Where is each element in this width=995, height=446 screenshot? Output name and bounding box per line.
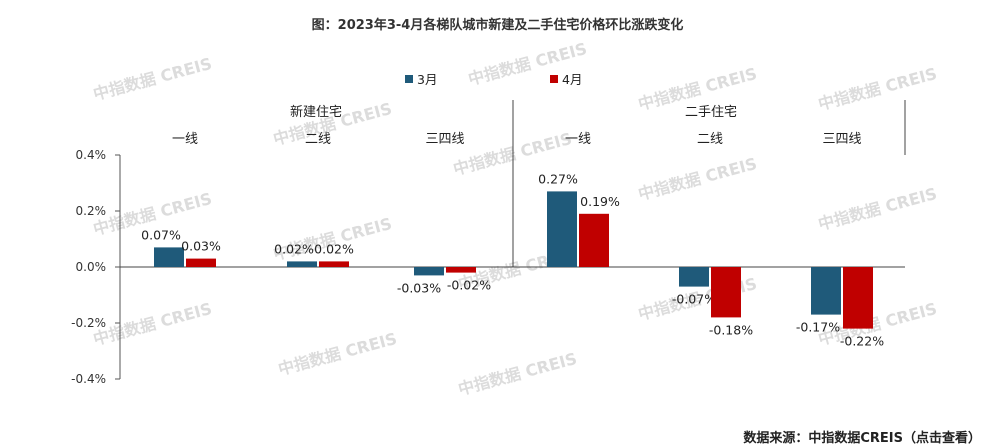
group-label: 新建住宅 <box>290 104 342 120</box>
watermark-text: 中指数据 CREIS <box>816 184 939 234</box>
bar <box>843 267 873 329</box>
watermark-text: 中指数据 CREIS <box>91 299 214 349</box>
watermark-text: 中指数据 CREIS <box>456 349 579 399</box>
data-label: -0.02% <box>447 278 491 293</box>
bar <box>679 267 709 287</box>
legend-label: 4月 <box>562 72 582 87</box>
watermark-text: 中指数据 CREIS <box>91 54 214 104</box>
group-label: 二手住宅 <box>685 105 737 120</box>
category-label: 一线 <box>172 132 198 147</box>
data-label: 0.27% <box>538 171 578 186</box>
data-label: 0.02% <box>274 241 314 256</box>
legend-swatch <box>550 75 558 83</box>
y-tick-label: -0.4% <box>71 372 106 386</box>
data-label: 0.02% <box>314 241 354 256</box>
data-label: 0.19% <box>580 194 620 209</box>
data-source-link[interactable]: 数据来源：中指数据CREIS（点击查看） <box>743 431 981 446</box>
bar <box>711 267 741 318</box>
bar <box>319 261 349 267</box>
bar <box>547 191 577 267</box>
bar <box>446 267 476 273</box>
category-label: 二线 <box>305 132 331 147</box>
y-tick-label: -0.2% <box>71 316 106 330</box>
data-label: -0.03% <box>397 280 441 295</box>
y-tick-label: 0.4% <box>76 148 107 162</box>
category-label: 三四线 <box>822 132 861 147</box>
data-label: 0.07% <box>141 227 181 242</box>
watermark-text: 中指数据 CREIS <box>816 64 939 114</box>
data-label: -0.18% <box>709 322 753 337</box>
legend-swatch <box>405 75 413 83</box>
watermark-text: 中指数据 CREIS <box>276 329 399 379</box>
data-label: 0.03% <box>181 239 221 254</box>
bar <box>811 267 841 315</box>
bar <box>186 258 216 267</box>
legend-label: 3月 <box>417 72 437 87</box>
category-label: 三四线 <box>425 132 464 147</box>
chart-title: 图：2023年3-4月各梯队城市新建及二手住宅价格环比涨跌变化 <box>311 18 684 33</box>
y-tick-label: 0.0% <box>76 260 107 274</box>
data-label: -0.22% <box>840 334 884 349</box>
bar <box>579 213 609 267</box>
data-label: -0.07% <box>672 292 716 307</box>
category-label: 一线 <box>565 132 591 147</box>
bar <box>414 267 444 276</box>
bar <box>154 247 184 267</box>
watermark-text: 中指数据 CREIS <box>636 154 759 204</box>
y-tick-label: 0.2% <box>76 204 107 218</box>
bar <box>287 261 317 267</box>
data-label: -0.17% <box>796 320 840 335</box>
category-label: 二线 <box>697 132 723 147</box>
